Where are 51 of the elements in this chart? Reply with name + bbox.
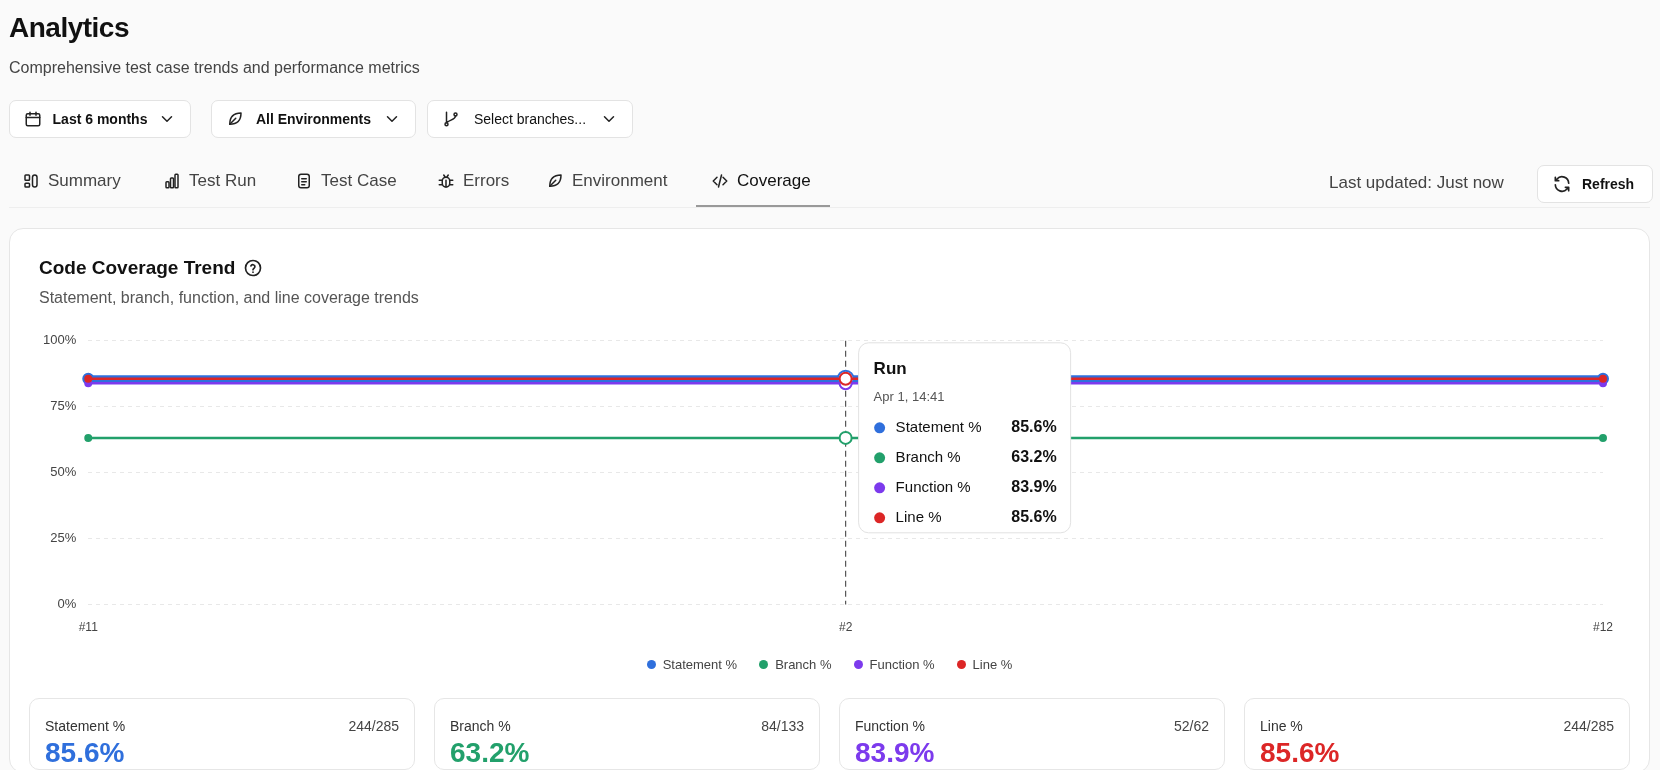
text: Refresh <box>1582 176 1635 192</box>
annotation: Apr 1, 14:41 <box>873 389 945 405</box>
text: 244/285 <box>1563 718 1614 734</box>
text: Line % <box>1260 718 1303 734</box>
annotation: 85.6% <box>1011 418 1057 436</box>
text: Branch % <box>775 657 832 672</box>
text: 84/133 <box>761 718 804 734</box>
annotation: 83.9% <box>1011 478 1057 496</box>
y-tick-label: 50% <box>50 464 77 480</box>
y-tick-label: 100% <box>43 332 77 348</box>
text: 83.9% <box>855 737 935 769</box>
chart-title: Code Coverage Trend <box>39 257 237 279</box>
annotation: Run <box>873 359 907 379</box>
annotation: 63.2% <box>1011 448 1057 466</box>
text: 85.6% <box>45 737 125 769</box>
legend-label: Branch % <box>895 447 961 465</box>
x-tick-label: #12 <box>1592 620 1614 635</box>
text: 63.2% <box>450 737 530 769</box>
text: Comprehensive test case trends and performance metrics <box>9 59 420 77</box>
text: Function % <box>855 718 926 734</box>
text: 52/62 <box>1173 718 1209 734</box>
text: All Environments <box>255 111 372 127</box>
text: Summary <box>48 171 121 191</box>
point <box>84 433 93 442</box>
annotation: 85.6% <box>1011 508 1057 526</box>
text: Branch % <box>450 718 511 734</box>
text: Errors <box>463 171 510 191</box>
legend-label: Line % <box>895 507 942 525</box>
text: Function % <box>869 657 935 672</box>
text: Test Run <box>189 171 257 191</box>
x-tick-label: #2 <box>838 620 853 635</box>
text: 244/285 <box>348 718 399 734</box>
text: Line % <box>972 657 1013 672</box>
y-tick-label: 75% <box>50 398 77 414</box>
text: Environment <box>572 171 668 191</box>
point <box>1599 433 1607 442</box>
chart-subtitle: Statement, branch, function, and line coverage trends <box>39 289 419 307</box>
legend-label: Statement % <box>895 417 982 435</box>
y-tick-label: 0% <box>57 596 77 612</box>
text: Select branches... <box>473 111 587 127</box>
text: Last 6 months <box>52 111 148 127</box>
legend-label: Function % <box>895 477 971 495</box>
text: Coverage <box>737 171 811 191</box>
text: 85.6% <box>1260 737 1340 769</box>
x-tick-label: #11 <box>78 620 99 635</box>
text: Test Case <box>321 171 397 191</box>
text: Statement % <box>45 718 126 734</box>
text: Last updated: Just now <box>1329 173 1504 193</box>
y-tick-label: 25% <box>50 530 77 546</box>
text: Statement % <box>662 657 738 672</box>
text: Analytics <box>9 12 129 44</box>
